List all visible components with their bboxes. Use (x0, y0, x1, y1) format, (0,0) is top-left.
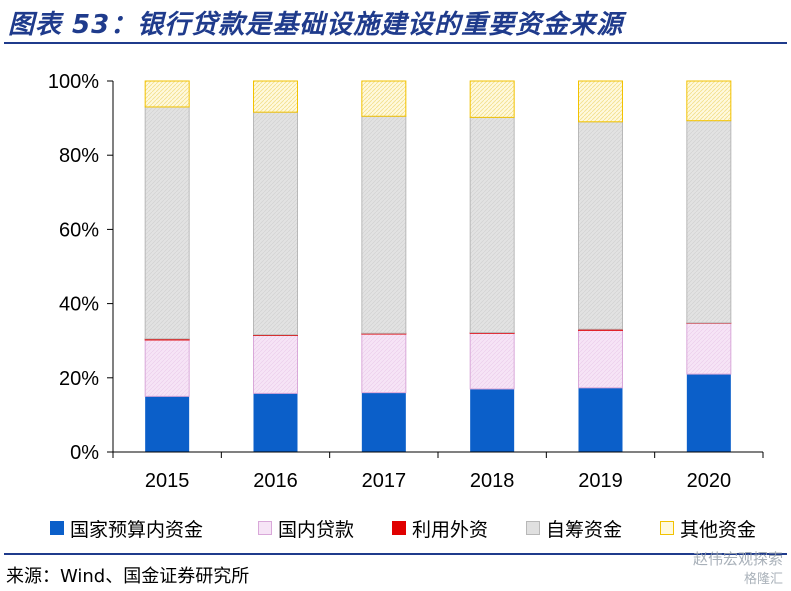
bar-segment-4-2015 (144, 106, 190, 340)
bar-segment-5-2019 (578, 80, 623, 123)
bar-segment-5-2020 (686, 80, 732, 122)
bar-segment-2-2020 (686, 322, 732, 375)
bar-segment-2-2019 (578, 329, 623, 389)
bar-segment-1-2018 (470, 388, 515, 452)
y-tick-label: 100% (48, 71, 99, 93)
bar-segment-5-2015 (144, 80, 190, 108)
bar-segment-4-2020 (686, 120, 732, 324)
bar-segment-4-2017 (361, 115, 407, 334)
x-axis: 2015 2016 2017 2018 2019 2020 (112, 451, 764, 492)
stacked-bar-chart: 0%20%40%60%80%100% 2015 2016 2017 2018 2019 2… (48, 71, 764, 492)
legend-item-3: 利用外资 (392, 512, 488, 544)
bar-segment-5-2016 (253, 80, 298, 113)
bar-segment-5-2017 (361, 80, 407, 117)
legend-swatch (50, 521, 64, 535)
x-tick-label: 2018 (470, 470, 515, 492)
bar-segment-1-2017 (361, 392, 406, 452)
bars (144, 80, 732, 452)
bar-segment-1-2015 (145, 396, 190, 452)
legend-label: 国家预算内资金 (70, 518, 204, 541)
title-divider (4, 42, 787, 44)
bar-segment-1-2016 (253, 393, 298, 452)
y-tick-label: 0% (70, 442, 99, 464)
watermark: 赵伟宏观探索 (692, 550, 783, 568)
x-tick-label: 2020 (687, 470, 732, 492)
bar-segment-4-2018 (469, 116, 515, 334)
bar-segment-2-2018 (469, 332, 515, 390)
legend-label: 利用外资 (412, 518, 489, 541)
y-axis: 0% 20% 40% 60% 80% 100% (48, 71, 114, 464)
bar-segment-1-2020 (686, 374, 731, 452)
watermark-brand: 格隆汇 (743, 572, 783, 587)
y-tick-label: 20% (59, 368, 99, 390)
legend-swatch (660, 521, 674, 535)
legend: 国家预算内资金 国内贷款 利用外资 自筹资金 其他资金 (0, 512, 791, 544)
legend-swatch (258, 521, 272, 535)
bar-segment-4-2016 (253, 111, 298, 336)
legend-item-2: 国内贷款 (258, 512, 354, 544)
bar-segment-5-2018 (469, 80, 515, 118)
chart-title: 图表 53：银行贷款是基础设施建设的重要资金来源 (8, 10, 624, 40)
legend-item-5: 其他资金 (660, 512, 756, 544)
legend-label: 国内贷款 (278, 518, 355, 541)
x-tick-label: 2016 (253, 470, 298, 492)
title-bar: 图表 53：银行贷款是基础设施建设的重要资金来源 (0, 0, 791, 44)
legend-label: 其他资金 (680, 518, 757, 541)
bar-segment-4-2019 (578, 121, 623, 330)
legend-swatch (526, 521, 540, 535)
legend-item-4: 自筹资金 (526, 512, 622, 544)
footer-divider (4, 553, 787, 555)
x-tick-label: 2015 (145, 470, 190, 492)
legend-swatch (392, 521, 406, 535)
legend-item-1: 国家预算内资金 (50, 512, 203, 544)
y-tick-label: 80% (59, 145, 99, 167)
x-tick-label: 2019 (578, 470, 623, 492)
bar-segment-2-2015 (144, 339, 190, 397)
y-tick-label: 60% (59, 219, 99, 241)
source-note: 来源：Wind、国金证券研究所 (6, 566, 250, 587)
x-tick-label: 2017 (362, 470, 407, 492)
bar-segment-1-2019 (578, 387, 623, 452)
bar-segment-2-2016 (253, 335, 298, 394)
legend-label: 自筹资金 (546, 518, 623, 541)
bar-segment-2-2017 (361, 333, 407, 394)
y-tick-label: 40% (59, 294, 99, 316)
